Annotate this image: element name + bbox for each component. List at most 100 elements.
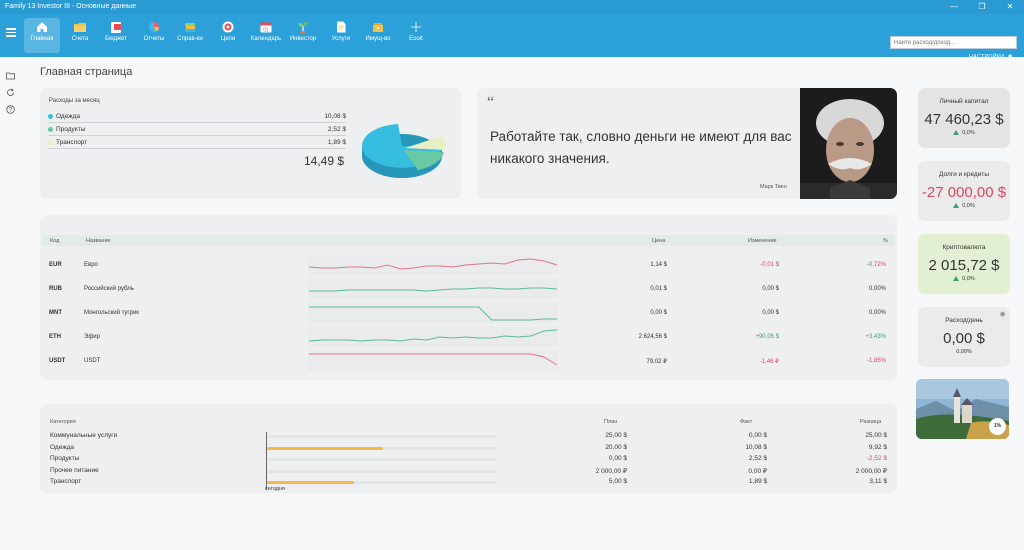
column-header-price: Цена <box>652 238 666 244</box>
hamburger-menu-icon[interactable] <box>6 28 16 38</box>
tab-label: Календарь <box>250 36 282 42</box>
tab-home[interactable]: Главная <box>24 18 60 53</box>
budget-plan: 20,00 $ <box>605 443 627 451</box>
stat-title: Расход/день <box>945 317 983 324</box>
expense-color-dot <box>48 126 53 132</box>
budget-category: Прочее питание <box>50 466 99 474</box>
tab-label: Инвестор <box>289 36 317 42</box>
refresh-icon[interactable] <box>6 84 15 96</box>
title-bar: Family 13 Investor III - Основные данные… <box>0 0 1024 14</box>
reports-icon <box>149 22 160 32</box>
quote-text: Работайте так, словно деньги не имеют дл… <box>490 129 792 166</box>
search-input[interactable] <box>890 36 1017 49</box>
gear-icon: ✹ <box>1006 54 1013 60</box>
expense-color-dot <box>48 113 53 119</box>
close-icon[interactable]: ✕ <box>1006 2 1014 11</box>
tab-calendar[interactable]: 01 Календарь <box>248 18 284 53</box>
currency-percent: +3,43% <box>865 334 886 340</box>
sparkline-background <box>308 279 558 299</box>
budget-row[interactable]: Прочее питание 2 000,00 ₽ 0,00 ₽ 2 000,00 ₽ <box>50 466 887 477</box>
budget-bar-track <box>267 481 497 484</box>
currency-price: 0,01 $ <box>650 286 667 292</box>
currency-row[interactable]: RUB Российский рубль 0,01 $ 0,00 $ 0,00% <box>40 277 897 301</box>
column-header-diff: Разница <box>860 419 882 425</box>
crypto-card[interactable]: Криптовалюта 2 015,72 $ 0,0% <box>918 234 1010 294</box>
stat-change-value: 0,0% <box>962 276 975 282</box>
sparkline-line <box>309 306 557 321</box>
expenses-title: Расходы за месяц <box>49 98 100 104</box>
currency-change: -0,01 $ <box>760 262 779 268</box>
currency-code: USDT <box>49 358 66 364</box>
monthly-expenses-card[interactable]: Расходы за месяц Одежда 10,08 $ Продукты… <box>40 88 461 199</box>
settings-label: НАСТРОЙКИ <box>969 54 1005 60</box>
budget-row[interactable]: Коммунальные услуги 25,00 $ 0,00 $ 25,00 $ <box>50 431 887 442</box>
tab-references[interactable]: Справ-ки <box>172 18 208 53</box>
budget-category: Одежда <box>50 443 75 451</box>
expense-name: Транспорт <box>56 139 88 146</box>
tab-investor[interactable]: Инвестор <box>285 18 321 53</box>
column-header-percent: % <box>883 238 888 244</box>
currency-row[interactable]: ETH Эфир 2 624,56 $ +90,05 $ +3,43% <box>40 325 897 349</box>
expense-name: Одежда <box>56 113 81 120</box>
plant-icon <box>298 22 308 33</box>
currency-table-header: Код Название Цена Изменение % <box>42 235 895 246</box>
budget-diff: 25,00 $ <box>865 432 887 439</box>
currency-sparkline <box>308 279 558 299</box>
budget-row[interactable]: Продукты 0,00 $ 2,52 $ -2,52 $ <box>50 454 887 465</box>
up-arrow-icon <box>953 130 960 136</box>
stat-change-value: 0,00% <box>956 349 972 355</box>
tab-property[interactable]: Имущ-во <box>360 18 396 53</box>
column-header-plan: План <box>604 419 618 425</box>
expense-row[interactable]: Одежда 10,08 $ <box>48 110 346 123</box>
tab-add[interactable]: Eooit <box>398 18 434 53</box>
expense-row[interactable]: Продукты 2,52 $ <box>48 123 346 136</box>
currency-row[interactable]: EUR Евро 1,14 $ -0,01 $ -0,72% <box>40 253 897 277</box>
settings-button[interactable]: НАСТРОЙКИ ✹ <box>969 54 1013 60</box>
currency-row[interactable]: MNT Монгольский тугрик 0,00 $ 0,00 $ 0,00% <box>40 301 897 325</box>
currency-name: Евро <box>84 262 98 268</box>
help-icon[interactable]: ? <box>6 101 15 114</box>
budget-row[interactable]: Одежда 20,00 $ 10,08 $ 9,92 $ <box>50 443 887 454</box>
gear-icon[interactable]: ✹ <box>999 310 1006 319</box>
tab-goals[interactable]: Цели <box>210 18 246 53</box>
home-icon <box>37 22 47 32</box>
budget-category: Транспорт <box>50 478 82 485</box>
tab-reports[interactable]: Отчеты <box>136 18 172 53</box>
sparkline-background <box>308 303 558 323</box>
currency-price: 1,14 $ <box>650 262 667 268</box>
daily-expense-card[interactable]: Расход/день 0,00 $ 0,00% ✹ <box>918 307 1010 367</box>
tab-services[interactable]: Услуги <box>323 18 359 53</box>
budget-plan: 0,00 $ <box>608 455 627 462</box>
sparkline-line <box>309 287 558 292</box>
currency-price: 2 624,56 $ <box>638 334 667 340</box>
stat-change: 0,0% <box>918 203 1010 209</box>
expense-row[interactable]: Транспорт 1,89 $ <box>48 136 346 149</box>
expense-color-dot <box>48 139 53 145</box>
currency-percent: 0,00% <box>868 310 886 316</box>
svg-text:?: ? <box>9 108 13 114</box>
stat-value: 0,00 $ <box>943 330 985 347</box>
calendar-day: 01 <box>263 28 269 34</box>
up-arrow-icon <box>953 276 960 282</box>
currency-price: 0,00 $ <box>650 310 667 316</box>
currency-name: Эфир <box>84 334 100 340</box>
tab-label: Справ-ки <box>177 36 203 42</box>
currency-table-card: Код Название Цена Изменение % EUR Евро 1,1… <box>40 215 897 380</box>
minimize-icon[interactable]: — <box>950 2 958 11</box>
stat-value: -27 000,00 $ <box>921 184 1007 201</box>
column-header-fact: Факт <box>740 419 753 425</box>
sparkline-line <box>308 258 558 270</box>
budget-row[interactable]: Транспорт 5,00 $ 1,89 $ 3,11 $ <box>50 477 887 488</box>
plus-icon <box>411 22 421 32</box>
currency-row[interactable]: USDT USDT 79,02 ₽ -1,46 ₽ -1,85% <box>40 349 897 373</box>
debts-card[interactable]: Долги и кредиты -27 000,00 $ 0,0% <box>918 161 1010 221</box>
folder-icon[interactable] <box>6 67 15 80</box>
budget-bar-track <box>267 435 497 438</box>
tab-accounts[interactable]: Счета <box>62 18 98 53</box>
tab-budget[interactable]: Бюджет <box>98 18 134 53</box>
expenses-total: 14,49 $ <box>304 154 345 168</box>
stat-change: 0,0% <box>918 130 1010 136</box>
quote-mark: “ <box>487 94 495 111</box>
personal-capital-card[interactable]: Личный капитал 47 460,23 $ 0,0% <box>918 88 1010 148</box>
restore-icon[interactable]: ❐ <box>978 2 986 11</box>
